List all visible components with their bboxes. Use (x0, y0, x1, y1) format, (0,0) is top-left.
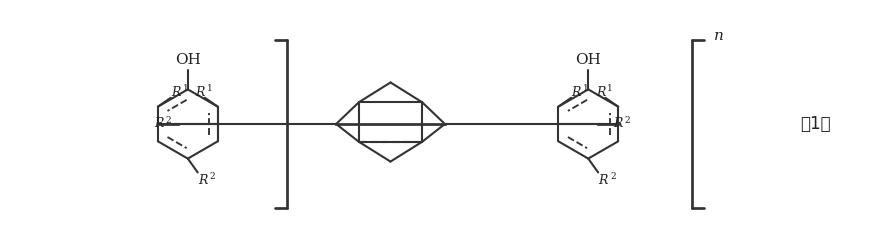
Text: OH: OH (175, 53, 201, 67)
Text: R: R (596, 86, 605, 99)
Text: 1: 1 (182, 84, 188, 93)
Text: 1: 1 (583, 84, 589, 93)
Text: OH: OH (576, 53, 601, 67)
Text: R: R (195, 86, 205, 99)
Text: 2: 2 (610, 172, 616, 181)
Text: n: n (714, 29, 724, 43)
Text: R: R (571, 86, 581, 99)
Text: 1: 1 (608, 84, 613, 93)
Text: R: R (171, 86, 181, 99)
Text: R: R (153, 118, 163, 130)
Text: 2: 2 (209, 172, 215, 181)
Text: 2: 2 (166, 116, 171, 124)
Text: 1: 1 (207, 84, 213, 93)
Text: 2: 2 (624, 116, 630, 124)
Text: R: R (198, 174, 208, 187)
Text: （1）: （1） (800, 115, 831, 133)
Text: R: R (613, 118, 623, 130)
Text: R: R (598, 174, 608, 187)
